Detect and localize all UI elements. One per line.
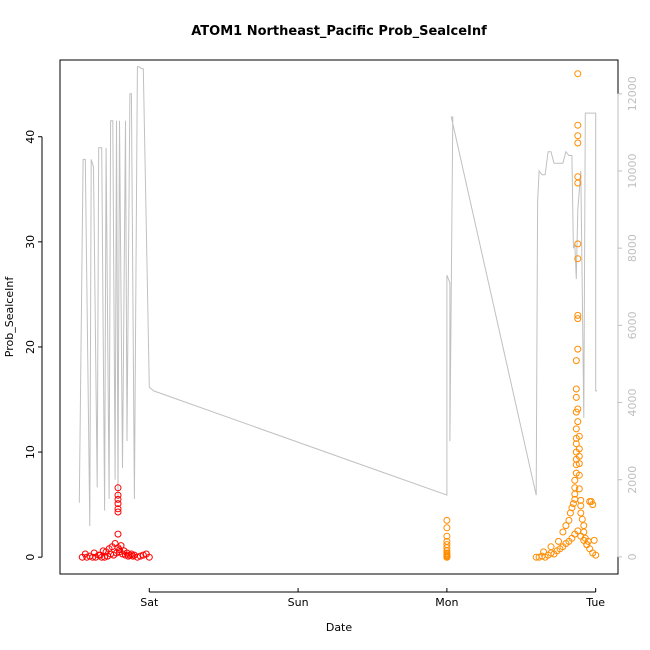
data-point-orange <box>572 385 580 393</box>
right-tick-label: 4000 <box>626 389 639 417</box>
right-tick-label: 10000 <box>626 153 639 188</box>
data-point-orange <box>443 524 451 532</box>
y-tick-label: 30 <box>24 235 37 249</box>
data-point-orange <box>586 545 594 553</box>
data-point-orange <box>574 139 582 147</box>
data-point-orange <box>580 528 588 536</box>
data-point-orange <box>555 537 562 545</box>
data-point-orange <box>572 440 580 448</box>
chart-title: ATOM1 Northeast_Pacific Prob_SealceInf <box>191 24 487 39</box>
data-point-red <box>114 500 122 508</box>
data-point-orange <box>443 550 451 558</box>
data-point-orange <box>574 405 582 413</box>
right-axis: 0 2000 4000 6000 8000 10000 12000 <box>617 76 639 560</box>
data-point-orange <box>577 509 585 517</box>
data-point-orange <box>572 357 580 365</box>
right-tick-label: 0 <box>626 553 639 560</box>
data-point-orange <box>572 393 580 401</box>
data-point-orange <box>572 425 580 433</box>
data-point-orange <box>589 501 597 509</box>
data-point-orange <box>577 496 585 504</box>
x-tick-label: Mon <box>435 596 458 609</box>
data-point-orange <box>574 418 582 426</box>
data-point-orange <box>580 522 588 530</box>
data-point-red <box>114 508 122 516</box>
plot-frame <box>59 59 619 575</box>
points-layer <box>78 70 600 561</box>
data-point-orange <box>568 504 576 512</box>
data-point-orange <box>571 476 579 484</box>
data-point-red <box>145 553 153 561</box>
x-tick-label: Sun <box>288 596 309 609</box>
y-axis: 0 10 20 30 40 <box>24 130 43 561</box>
data-point-orange <box>574 311 582 319</box>
data-point-orange <box>443 532 451 540</box>
data-point-orange <box>574 132 582 140</box>
data-point-orange <box>575 432 583 440</box>
data-point-orange <box>575 485 583 493</box>
right-tick-label: 8000 <box>626 234 639 262</box>
x-tick-label: Tue <box>585 596 605 609</box>
data-point-red <box>126 551 134 559</box>
data-point-orange <box>562 522 570 530</box>
data-point-orange <box>574 121 582 129</box>
data-point-orange <box>572 461 580 469</box>
y-tick-label: 40 <box>24 130 37 144</box>
data-point-red <box>116 546 123 554</box>
y-tick-label: 0 <box>24 554 37 561</box>
data-point-orange <box>575 445 583 453</box>
data-point-orange <box>443 553 451 561</box>
data-point-red <box>114 491 122 499</box>
data-point-orange <box>574 173 582 181</box>
right-tick-label: 12000 <box>626 76 639 111</box>
data-point-orange <box>575 471 583 479</box>
data-point-orange <box>590 536 598 544</box>
data-point-red <box>139 551 147 559</box>
data-point-orange <box>583 541 591 549</box>
data-point-orange <box>571 484 579 492</box>
data-point-red <box>114 505 122 513</box>
data-point-orange <box>574 255 582 263</box>
data-point-red <box>129 552 137 560</box>
data-point-orange <box>575 460 583 468</box>
data-point-orange <box>577 502 585 510</box>
data-point-red <box>117 542 125 550</box>
data-point-orange <box>443 516 451 524</box>
data-point-orange <box>574 345 582 353</box>
data-point-orange <box>540 548 548 556</box>
data-point-red <box>114 484 122 492</box>
depth-line-layer <box>78 66 598 527</box>
data-point-red <box>102 548 110 556</box>
right-tick-label: 6000 <box>626 311 639 339</box>
data-point-orange <box>592 551 600 559</box>
y-axis-label: Prob_SealceInf <box>3 276 16 358</box>
x-axis-label: Date <box>326 621 353 634</box>
data-point-red <box>96 551 104 559</box>
data-point-red <box>114 530 122 538</box>
data-point-orange <box>569 500 577 508</box>
x-tick-label: Sat <box>140 596 159 609</box>
data-point-red <box>81 550 89 558</box>
data-point-red <box>133 553 141 561</box>
y-tick-label: 10 <box>24 445 37 459</box>
right-tick-label: 2000 <box>626 466 639 494</box>
data-point-orange <box>565 516 573 524</box>
data-point-red <box>90 549 98 557</box>
data-point-red <box>127 550 135 558</box>
data-point-orange <box>559 528 567 536</box>
data-point-orange <box>574 315 582 323</box>
depth-line <box>78 66 598 527</box>
x-axis: Sat Sun Mon Tue <box>140 588 605 609</box>
data-point-red <box>136 552 144 560</box>
data-point-red <box>114 495 122 503</box>
data-point-orange <box>578 515 586 523</box>
data-point-orange <box>574 240 582 248</box>
data-point-orange <box>575 452 583 460</box>
y-tick-label: 20 <box>24 340 37 354</box>
data-point-orange <box>547 543 555 551</box>
data-point-orange <box>574 70 582 78</box>
data-point-red <box>89 553 97 561</box>
